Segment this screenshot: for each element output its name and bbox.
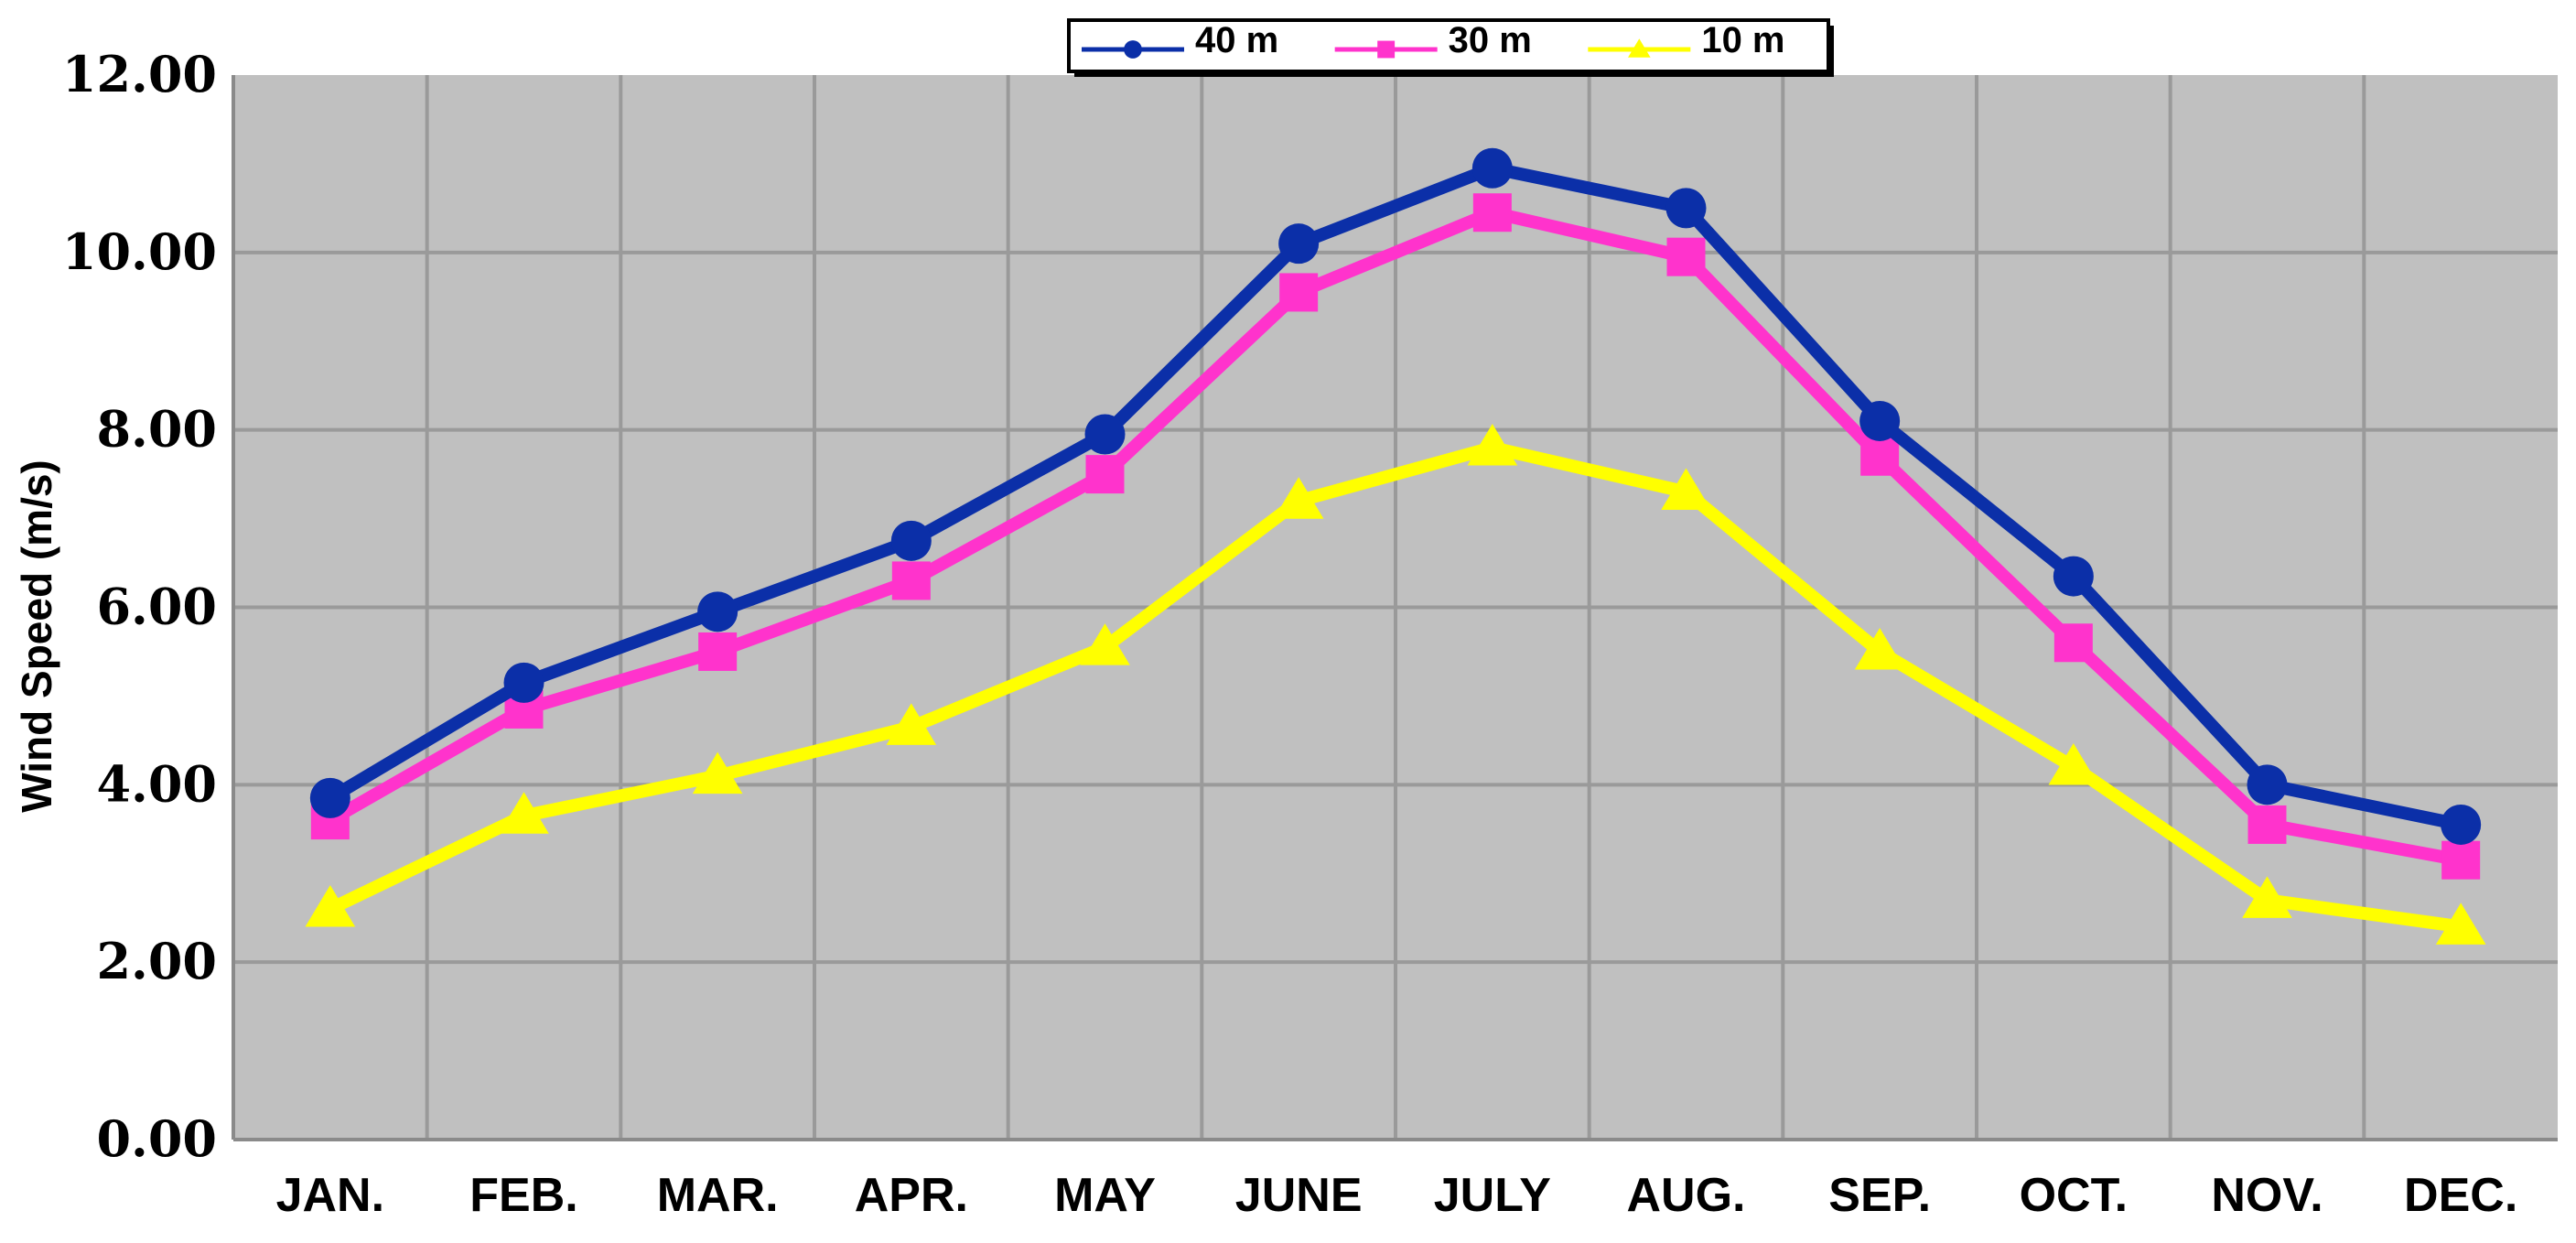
legend (1067, 18, 1830, 73)
data-point-triangle (1628, 38, 1651, 58)
data-point-circle (2053, 556, 2094, 597)
legend-label: 30 m (1449, 20, 1532, 60)
series-0 (309, 147, 2482, 845)
data-point-circle (309, 777, 350, 818)
y-axis-label: Wind Speed (m/s) (13, 459, 60, 813)
y-tick-label: 0.00 (96, 1109, 217, 1168)
data-point-triangle (1467, 424, 1518, 466)
data-point-circle (1859, 400, 1901, 441)
x-tick-label: MAY (1054, 1169, 1156, 1222)
y-tick-label: 4.00 (96, 754, 217, 813)
y-tick-label: 6.00 (96, 578, 217, 636)
data-point-circle (1471, 147, 1513, 189)
data-point-square (2441, 840, 2481, 880)
y-tick-label: 8.00 (96, 400, 217, 459)
data-point-square (1085, 455, 1125, 494)
data-point-square (1377, 40, 1396, 59)
legend-label: 10 m (1701, 20, 1784, 60)
data-point-triangle (1661, 468, 1711, 511)
series-line (327, 161, 2463, 831)
x-tick-label: JAN. (276, 1169, 384, 1222)
data-point-triangle (2242, 876, 2292, 918)
data-point-square (1666, 237, 1706, 276)
data-point-circle (2247, 764, 2288, 805)
data-point-triangle (1273, 477, 1324, 519)
data-point-circle (2441, 804, 2482, 845)
data-point-triangle (499, 792, 549, 834)
data-point-triangle (2435, 903, 2486, 945)
y-tick-label: 2.00 (96, 932, 217, 990)
data-point-circle (1084, 414, 1126, 455)
x-tick-label: MAR. (657, 1169, 779, 1222)
data-point-triangle (1854, 627, 1905, 670)
y-tick-label: 12.00 (62, 45, 217, 103)
data-point-square (1860, 437, 1900, 476)
x-tick-label: NOV. (2211, 1169, 2323, 1222)
legend-entry: 30 m (1334, 20, 1532, 60)
series-1 (310, 193, 2481, 880)
y-tick-label: 10.00 (62, 222, 217, 281)
data-point-circle (1278, 223, 1320, 265)
data-point-triangle (886, 703, 937, 745)
data-point-circle (1124, 40, 1142, 59)
series-line (327, 441, 2463, 934)
x-tick-label: AUG. (1627, 1169, 1746, 1222)
x-tick-label: APR. (855, 1169, 968, 1222)
data-point-square (1472, 193, 1512, 232)
legend-label: 40 m (1195, 20, 1278, 60)
x-tick-label: JULY (1434, 1169, 1551, 1222)
data-point-circle (890, 520, 932, 561)
series-line (327, 206, 2463, 867)
data-point-triangle (305, 885, 356, 927)
data-point-triangle (692, 751, 743, 794)
data-point-triangle (2048, 742, 2099, 785)
legend-entry: 10 m (1588, 20, 1785, 60)
data-point-square (891, 561, 931, 600)
data-point-triangle (1080, 623, 1130, 665)
x-tick-label: OCT. (2020, 1169, 2128, 1222)
legend-entry: 40 m (1082, 20, 1278, 60)
data-point-circle (503, 662, 544, 703)
x-tick-label: JUNE (1235, 1169, 1363, 1222)
data-point-square (2247, 805, 2287, 844)
data-point-square (698, 632, 738, 671)
data-point-circle (1665, 188, 1707, 229)
x-tick-label: SEP. (1828, 1169, 1931, 1222)
data-point-circle (697, 591, 738, 632)
series-2 (305, 424, 2486, 945)
data-point-square (2053, 623, 2093, 663)
x-tick-label: DEC. (2404, 1169, 2517, 1222)
data-point-square (1279, 273, 1319, 312)
x-tick-label: FEB. (469, 1169, 577, 1222)
